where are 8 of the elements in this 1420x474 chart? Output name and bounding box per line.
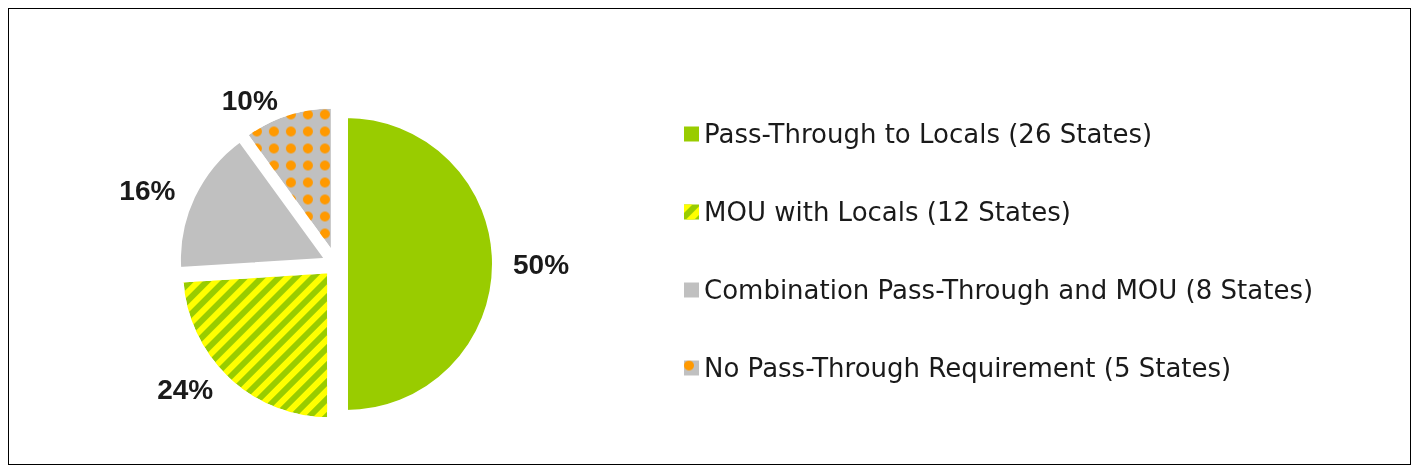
data-label: 16% bbox=[119, 175, 176, 207]
legend-label: Combination Pass-Through and MOU (8 States) bbox=[704, 275, 1314, 305]
legend-label: MOU with Locals (12 States) bbox=[704, 197, 1071, 227]
data-label: 24% bbox=[157, 373, 214, 405]
legend-label: No Pass-Through Requirement (5 States) bbox=[704, 353, 1232, 383]
legend-label: Pass-Through to Locals (26 States) bbox=[704, 119, 1153, 149]
data-label: 10% bbox=[221, 84, 278, 116]
data-label: 50% bbox=[513, 248, 570, 280]
